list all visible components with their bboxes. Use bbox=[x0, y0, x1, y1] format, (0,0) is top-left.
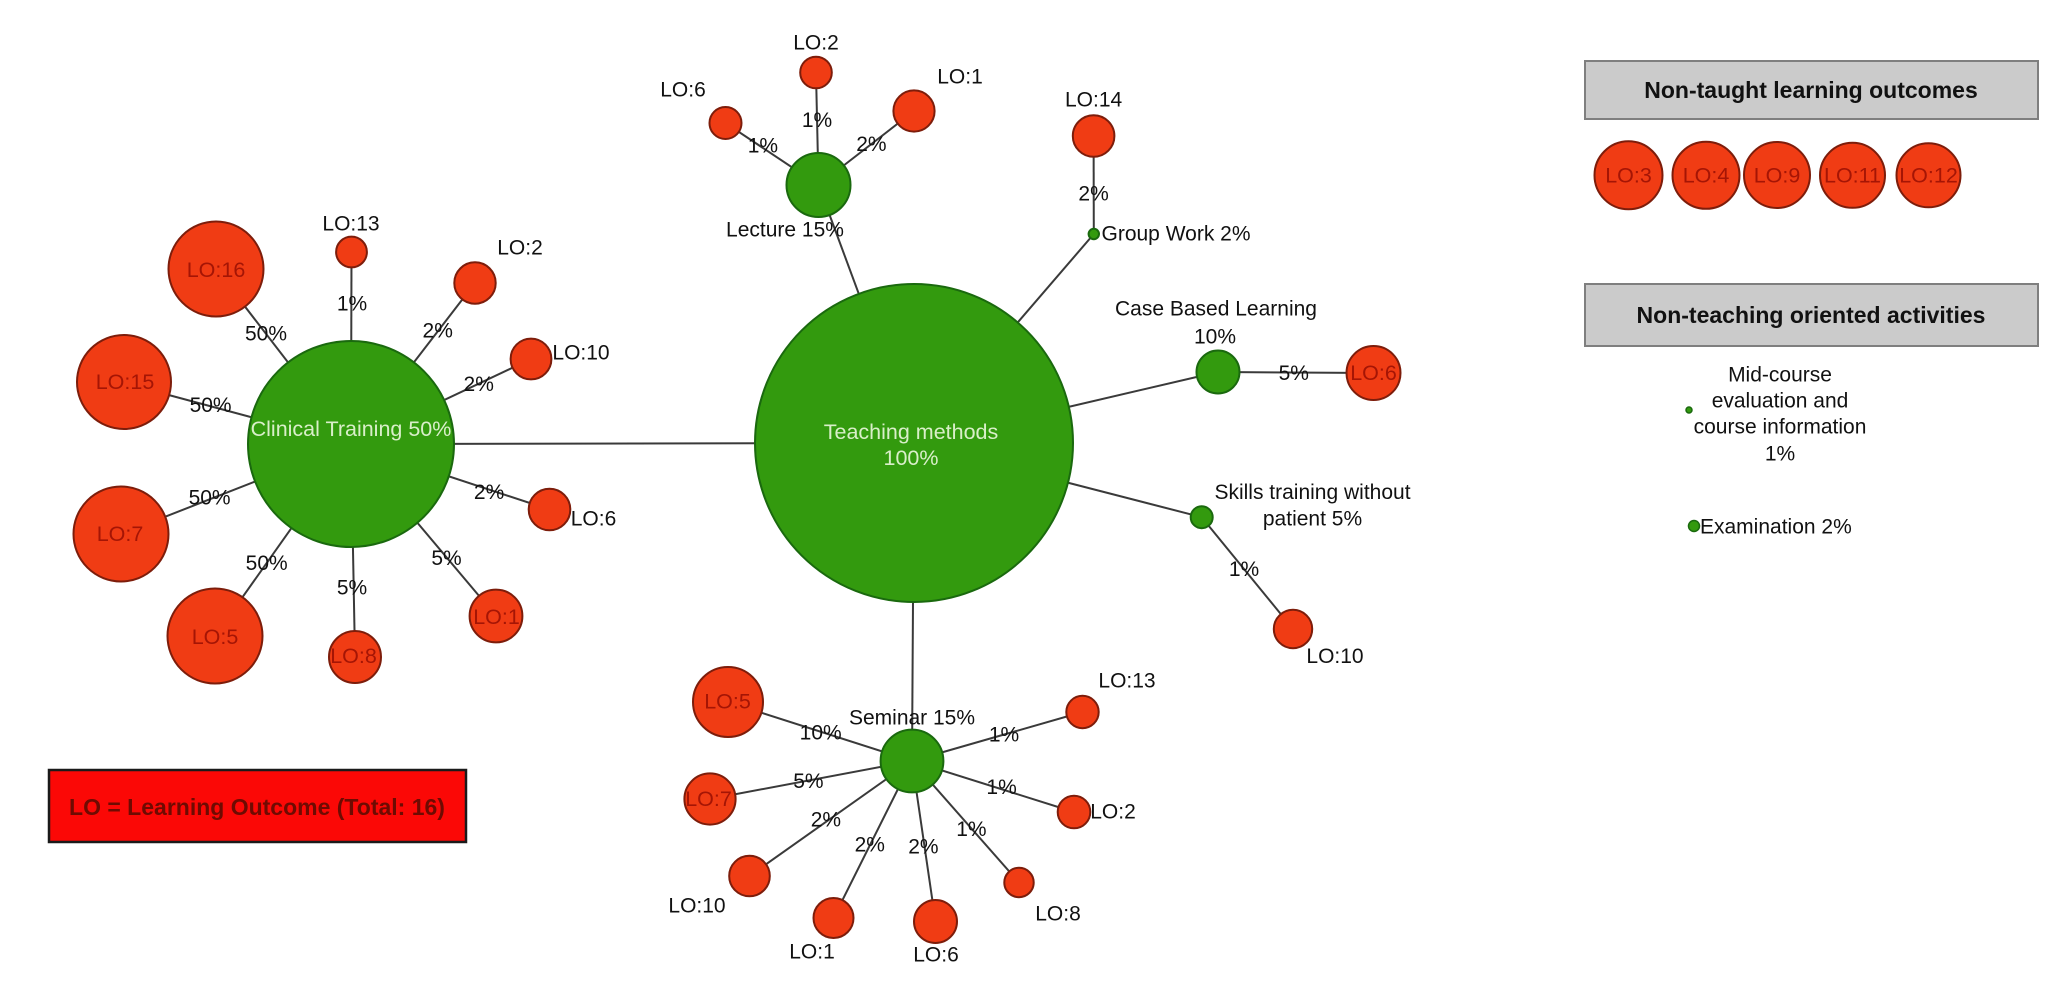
svg-text:5%: 5% bbox=[793, 770, 823, 793]
svg-text:course information: course information bbox=[1694, 416, 1867, 439]
svg-text:5%: 5% bbox=[1279, 362, 1309, 385]
svg-text:LO:10: LO:10 bbox=[668, 895, 725, 918]
svg-text:LO:8: LO:8 bbox=[330, 644, 377, 668]
svg-text:LO:6: LO:6 bbox=[913, 944, 959, 967]
svg-text:evaluation and: evaluation and bbox=[1712, 390, 1849, 413]
svg-text:2%: 2% bbox=[464, 373, 494, 396]
svg-text:LO:12: LO:12 bbox=[1899, 164, 1958, 188]
svg-text:Mid-course: Mid-course bbox=[1728, 364, 1832, 387]
svg-text:LO:10: LO:10 bbox=[1306, 645, 1363, 668]
svg-text:LO:2: LO:2 bbox=[1090, 801, 1136, 824]
svg-text:100%: 100% bbox=[884, 446, 939, 470]
svg-text:LO:2: LO:2 bbox=[793, 32, 839, 55]
svg-text:LO:1: LO:1 bbox=[473, 605, 520, 629]
svg-text:LO:1: LO:1 bbox=[937, 66, 983, 89]
svg-text:Teaching methods: Teaching methods bbox=[824, 420, 999, 444]
svg-text:LO:6: LO:6 bbox=[660, 79, 706, 102]
svg-text:LO:5: LO:5 bbox=[704, 690, 751, 714]
svg-text:1%: 1% bbox=[989, 724, 1019, 747]
svg-text:LO:14: LO:14 bbox=[1065, 89, 1123, 112]
svg-text:10%: 10% bbox=[1194, 326, 1236, 349]
svg-text:Seminar 15%: Seminar 15% bbox=[849, 707, 975, 730]
svg-text:LO:16: LO:16 bbox=[187, 258, 246, 282]
svg-text:2%: 2% bbox=[474, 481, 504, 504]
svg-text:Clinical Training 50%: Clinical Training 50% bbox=[251, 417, 452, 441]
svg-text:Skills training without: Skills training without bbox=[1214, 481, 1410, 504]
svg-text:50%: 50% bbox=[190, 394, 232, 417]
svg-text:50%: 50% bbox=[245, 323, 287, 346]
svg-text:2%: 2% bbox=[1078, 183, 1108, 206]
svg-text:LO:7: LO:7 bbox=[97, 522, 144, 546]
svg-text:patient 5%: patient 5% bbox=[1263, 508, 1362, 531]
svg-text:LO:15: LO:15 bbox=[96, 370, 155, 394]
svg-text:LO:5: LO:5 bbox=[192, 625, 239, 649]
svg-text:LO:8: LO:8 bbox=[1035, 903, 1081, 926]
svg-text:1%: 1% bbox=[956, 818, 986, 841]
svg-text:LO:11: LO:11 bbox=[1824, 164, 1881, 188]
svg-text:LO:7: LO:7 bbox=[685, 787, 732, 811]
svg-text:Group Work 2%: Group Work 2% bbox=[1102, 223, 1251, 246]
svg-text:1%: 1% bbox=[1765, 443, 1795, 466]
svg-text:1%: 1% bbox=[748, 135, 778, 158]
svg-text:LO:10: LO:10 bbox=[552, 342, 609, 365]
svg-text:5%: 5% bbox=[431, 547, 461, 570]
svg-text:Lecture 15%: Lecture 15% bbox=[726, 219, 844, 242]
svg-text:1%: 1% bbox=[1229, 558, 1259, 581]
svg-text:LO:6: LO:6 bbox=[571, 508, 617, 531]
svg-text:1%: 1% bbox=[802, 109, 832, 132]
svg-text:2%: 2% bbox=[811, 809, 841, 832]
svg-text:50%: 50% bbox=[189, 487, 231, 510]
svg-text:LO:9: LO:9 bbox=[1754, 164, 1801, 188]
svg-text:Non-taught learning outcomes: Non-taught learning outcomes bbox=[1644, 77, 1978, 103]
svg-text:2%: 2% bbox=[855, 834, 885, 857]
svg-text:2%: 2% bbox=[908, 836, 938, 859]
svg-text:5%: 5% bbox=[337, 577, 367, 600]
svg-text:Examination 2%: Examination 2% bbox=[1700, 516, 1852, 539]
svg-text:LO:1: LO:1 bbox=[789, 941, 835, 964]
svg-text:2%: 2% bbox=[856, 133, 886, 156]
svg-text:50%: 50% bbox=[246, 552, 288, 575]
svg-text:LO:6: LO:6 bbox=[1350, 361, 1397, 385]
svg-text:LO:4: LO:4 bbox=[1683, 164, 1730, 188]
svg-text:LO = Learning Outcome (Total:: LO = Learning Outcome (Total: 16) bbox=[69, 794, 445, 820]
svg-text:10%: 10% bbox=[800, 722, 842, 745]
svg-text:LO:13: LO:13 bbox=[322, 213, 379, 236]
svg-text:2%: 2% bbox=[423, 320, 453, 343]
svg-text:1%: 1% bbox=[986, 776, 1016, 799]
svg-text:1%: 1% bbox=[337, 293, 367, 316]
svg-text:Non-teaching oriented activiti: Non-teaching oriented activities bbox=[1637, 302, 1986, 328]
svg-text:Case Based Learning: Case Based Learning bbox=[1115, 298, 1317, 321]
svg-text:LO:3: LO:3 bbox=[1605, 164, 1652, 188]
svg-text:LO:13: LO:13 bbox=[1098, 670, 1155, 693]
svg-text:LO:2: LO:2 bbox=[497, 237, 543, 260]
